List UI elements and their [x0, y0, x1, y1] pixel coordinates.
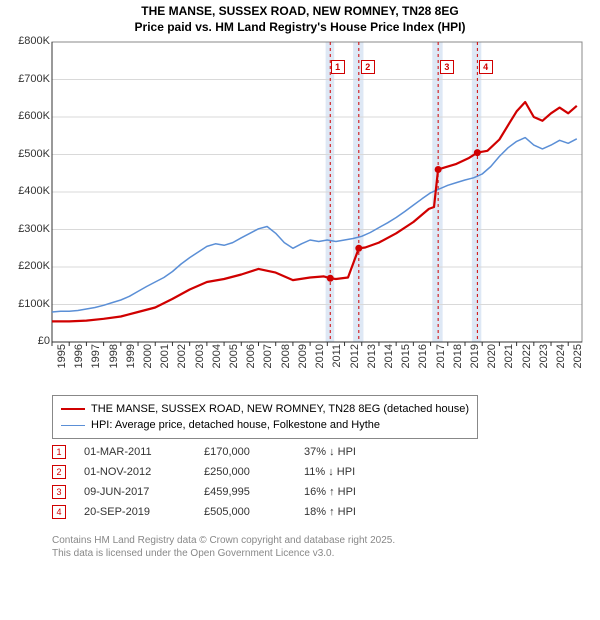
x-tick-label: 1998 [108, 344, 120, 384]
x-tick-label: 2011 [331, 344, 343, 384]
line-chart [0, 0, 600, 400]
footer-line-2: This data is licensed under the Open Gov… [52, 547, 395, 560]
legend-row-manse: THE MANSE, SUSSEX ROAD, NEW ROMNEY, TN28… [61, 401, 469, 417]
legend-swatch-manse [61, 408, 85, 410]
sales-row: 1 01-MAR-2011£170,00037% ↓ HPI [52, 442, 384, 462]
y-tick-label: £400K [0, 185, 50, 197]
sales-date: 09-JUN-2017 [84, 486, 204, 498]
y-tick-label: £700K [0, 73, 50, 85]
sales-price: £170,000 [204, 446, 304, 458]
sales-date: 01-NOV-2012 [84, 466, 204, 478]
x-tick-label: 2006 [245, 344, 257, 384]
x-tick-label: 2014 [383, 344, 395, 384]
sales-date: 20-SEP-2019 [84, 506, 204, 518]
y-tick-label: £100K [0, 298, 50, 310]
chart-container: THE MANSE, SUSSEX ROAD, NEW ROMNEY, TN28… [0, 0, 600, 620]
x-tick-label: 2012 [349, 344, 361, 384]
x-tick-label: 2022 [521, 344, 533, 384]
x-tick-label: 2008 [280, 344, 292, 384]
sales-table: 1 01-MAR-2011£170,00037% ↓ HPI 2 01-NOV-201… [52, 442, 384, 522]
legend-label-hpi: HPI: Average price, detached house, Folk… [91, 419, 380, 431]
x-tick-label: 2016 [417, 344, 429, 384]
x-tick-label: 2009 [297, 344, 309, 384]
x-tick-label: 1997 [90, 344, 102, 384]
legend-label-manse: THE MANSE, SUSSEX ROAD, NEW ROMNEY, TN28… [91, 403, 469, 415]
legend-swatch-hpi [61, 425, 85, 426]
sales-row: 3 09-JUN-2017£459,99516% ↑ HPI [52, 482, 384, 502]
x-tick-label: 1996 [73, 344, 85, 384]
sale-marker-3: 3 [440, 60, 454, 74]
x-tick-label: 2004 [211, 344, 223, 384]
x-tick-label: 2010 [314, 344, 326, 384]
x-tick-label: 2019 [469, 344, 481, 384]
sale-marker-1: 1 [331, 60, 345, 74]
x-tick-label: 2013 [366, 344, 378, 384]
sales-price: £505,000 [204, 506, 304, 518]
footer-text: Contains HM Land Registry data © Crown c… [52, 534, 395, 560]
x-tick-label: 2021 [503, 344, 515, 384]
x-tick-label: 2018 [452, 344, 464, 384]
sales-marker: 4 [52, 505, 66, 519]
y-tick-label: £300K [0, 223, 50, 235]
x-tick-label: 1999 [125, 344, 137, 384]
x-tick-label: 2015 [400, 344, 412, 384]
x-tick-label: 2023 [538, 344, 550, 384]
sales-marker: 1 [52, 445, 66, 459]
y-tick-label: £200K [0, 260, 50, 272]
x-tick-label: 2017 [435, 344, 447, 384]
sales-diff: 37% ↓ HPI [304, 446, 384, 458]
y-tick-label: £600K [0, 110, 50, 122]
sales-diff: 18% ↑ HPI [304, 506, 384, 518]
x-tick-label: 2020 [486, 344, 498, 384]
y-tick-label: £500K [0, 148, 50, 160]
x-tick-label: 2007 [262, 344, 274, 384]
y-tick-label: £0 [0, 335, 50, 347]
sale-marker-4: 4 [479, 60, 493, 74]
footer-line-1: Contains HM Land Registry data © Crown c… [52, 534, 395, 547]
x-tick-label: 2005 [228, 344, 240, 384]
sales-diff: 11% ↓ HPI [304, 466, 384, 478]
y-tick-label: £800K [0, 35, 50, 47]
sales-marker: 2 [52, 465, 66, 479]
x-tick-label: 2000 [142, 344, 154, 384]
legend-box: THE MANSE, SUSSEX ROAD, NEW ROMNEY, TN28… [52, 395, 478, 439]
x-tick-label: 1995 [56, 344, 68, 384]
sale-marker-2: 2 [361, 60, 375, 74]
x-tick-label: 2024 [555, 344, 567, 384]
sales-price: £250,000 [204, 466, 304, 478]
sales-row: 4 20-SEP-2019£505,00018% ↑ HPI [52, 502, 384, 522]
x-tick-label: 2025 [572, 344, 584, 384]
x-tick-label: 2001 [159, 344, 171, 384]
sales-diff: 16% ↑ HPI [304, 486, 384, 498]
x-tick-label: 2002 [176, 344, 188, 384]
legend-row-hpi: HPI: Average price, detached house, Folk… [61, 417, 469, 433]
sales-date: 01-MAR-2011 [84, 446, 204, 458]
sales-row: 2 01-NOV-2012£250,00011% ↓ HPI [52, 462, 384, 482]
sales-price: £459,995 [204, 486, 304, 498]
x-tick-label: 2003 [194, 344, 206, 384]
sales-marker: 3 [52, 485, 66, 499]
